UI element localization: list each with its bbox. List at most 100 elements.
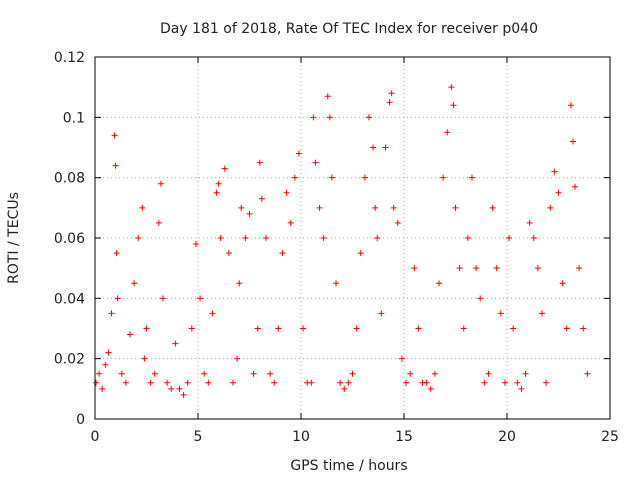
data-point [501, 379, 508, 386]
data-point [215, 180, 222, 187]
data-point [99, 385, 106, 392]
data-point [559, 280, 566, 287]
data-point [353, 325, 360, 332]
data-point [468, 174, 475, 181]
data-point [555, 189, 562, 196]
data-point [151, 370, 158, 377]
data-point [205, 379, 212, 386]
y-tick-label: 0.02 [54, 352, 85, 368]
data-point [254, 325, 261, 332]
data-point [485, 370, 492, 377]
data-point [221, 165, 228, 172]
data-point [534, 265, 541, 272]
y-tick-label: 0.1 [63, 110, 85, 126]
data-point [236, 280, 243, 287]
x-tick-label: 20 [498, 429, 516, 445]
data-point [394, 219, 401, 226]
data-point [295, 150, 302, 157]
data-point [108, 310, 115, 317]
data-point [522, 370, 529, 377]
x-axis-label: GPS time / hours [290, 458, 407, 474]
data-point [127, 331, 134, 338]
data-point [345, 379, 352, 386]
data-point [452, 204, 459, 211]
data-point [279, 250, 286, 257]
data-point [411, 265, 418, 272]
data-point [543, 379, 550, 386]
data-point [113, 250, 120, 257]
data-point [450, 102, 457, 109]
y-tick-label: 0.12 [54, 50, 85, 66]
data-point [415, 325, 422, 332]
data-point [337, 379, 344, 386]
data-point [176, 385, 183, 392]
data-point [390, 204, 397, 211]
data-point [370, 144, 377, 151]
data-point [386, 99, 393, 106]
data-point [456, 265, 463, 272]
data-point [118, 370, 125, 377]
data-point [131, 280, 138, 287]
data-point [122, 379, 129, 386]
data-point [111, 132, 118, 139]
data-point [436, 280, 443, 287]
data-point [256, 159, 263, 166]
data-point [444, 129, 451, 136]
data-point [372, 204, 379, 211]
data-point [201, 370, 208, 377]
data-point [547, 204, 554, 211]
x-tick-label: 5 [194, 429, 203, 445]
data-point [349, 370, 356, 377]
data-point [250, 370, 257, 377]
data-point [135, 235, 142, 241]
axis-ticks: 0 5 10 15 20 25 0 0.02 0.04 0.06 0.08 0.1 0.12 [54, 50, 619, 445]
data-point [316, 204, 323, 211]
data-point [357, 250, 364, 257]
data-point [563, 325, 570, 332]
data-point [440, 174, 447, 181]
data-point [403, 379, 410, 386]
data-point [551, 168, 558, 175]
y-tick-label: 0.04 [54, 291, 85, 307]
data-point [105, 349, 112, 356]
data-point [473, 265, 480, 272]
data-point [326, 114, 333, 121]
data-point [155, 219, 162, 226]
data-point [571, 183, 578, 190]
data-point [139, 204, 146, 211]
data-point [102, 361, 109, 368]
data-point [324, 93, 331, 100]
data-point [539, 310, 546, 317]
data-point [361, 174, 368, 181]
data-point [493, 265, 500, 272]
data-point [497, 310, 504, 317]
x-tick-label: 25 [601, 429, 619, 445]
y-tick-label: 0.06 [54, 231, 85, 247]
y-tick-label: 0.08 [54, 171, 85, 187]
data-point [510, 325, 517, 332]
data-point [580, 325, 587, 332]
data-point [112, 162, 119, 169]
data-point [114, 295, 121, 302]
data-point [262, 235, 269, 241]
data-point [275, 325, 282, 332]
data-point [242, 235, 249, 241]
data-point [382, 144, 389, 151]
data-point [310, 114, 317, 121]
data-point [567, 102, 574, 109]
data-point [93, 379, 100, 386]
y-tick-label: 0 [76, 412, 85, 428]
data-point [287, 219, 294, 226]
data-point [374, 235, 381, 241]
x-tick-label: 10 [292, 429, 310, 445]
data-point [213, 189, 220, 196]
data-point [481, 379, 488, 386]
data-point [230, 379, 237, 386]
data-point [320, 235, 327, 241]
data-point [378, 310, 385, 317]
data-point [489, 204, 496, 211]
data-point [431, 370, 438, 377]
data-point [576, 265, 583, 272]
data-point [341, 385, 348, 392]
data-point [506, 235, 513, 241]
